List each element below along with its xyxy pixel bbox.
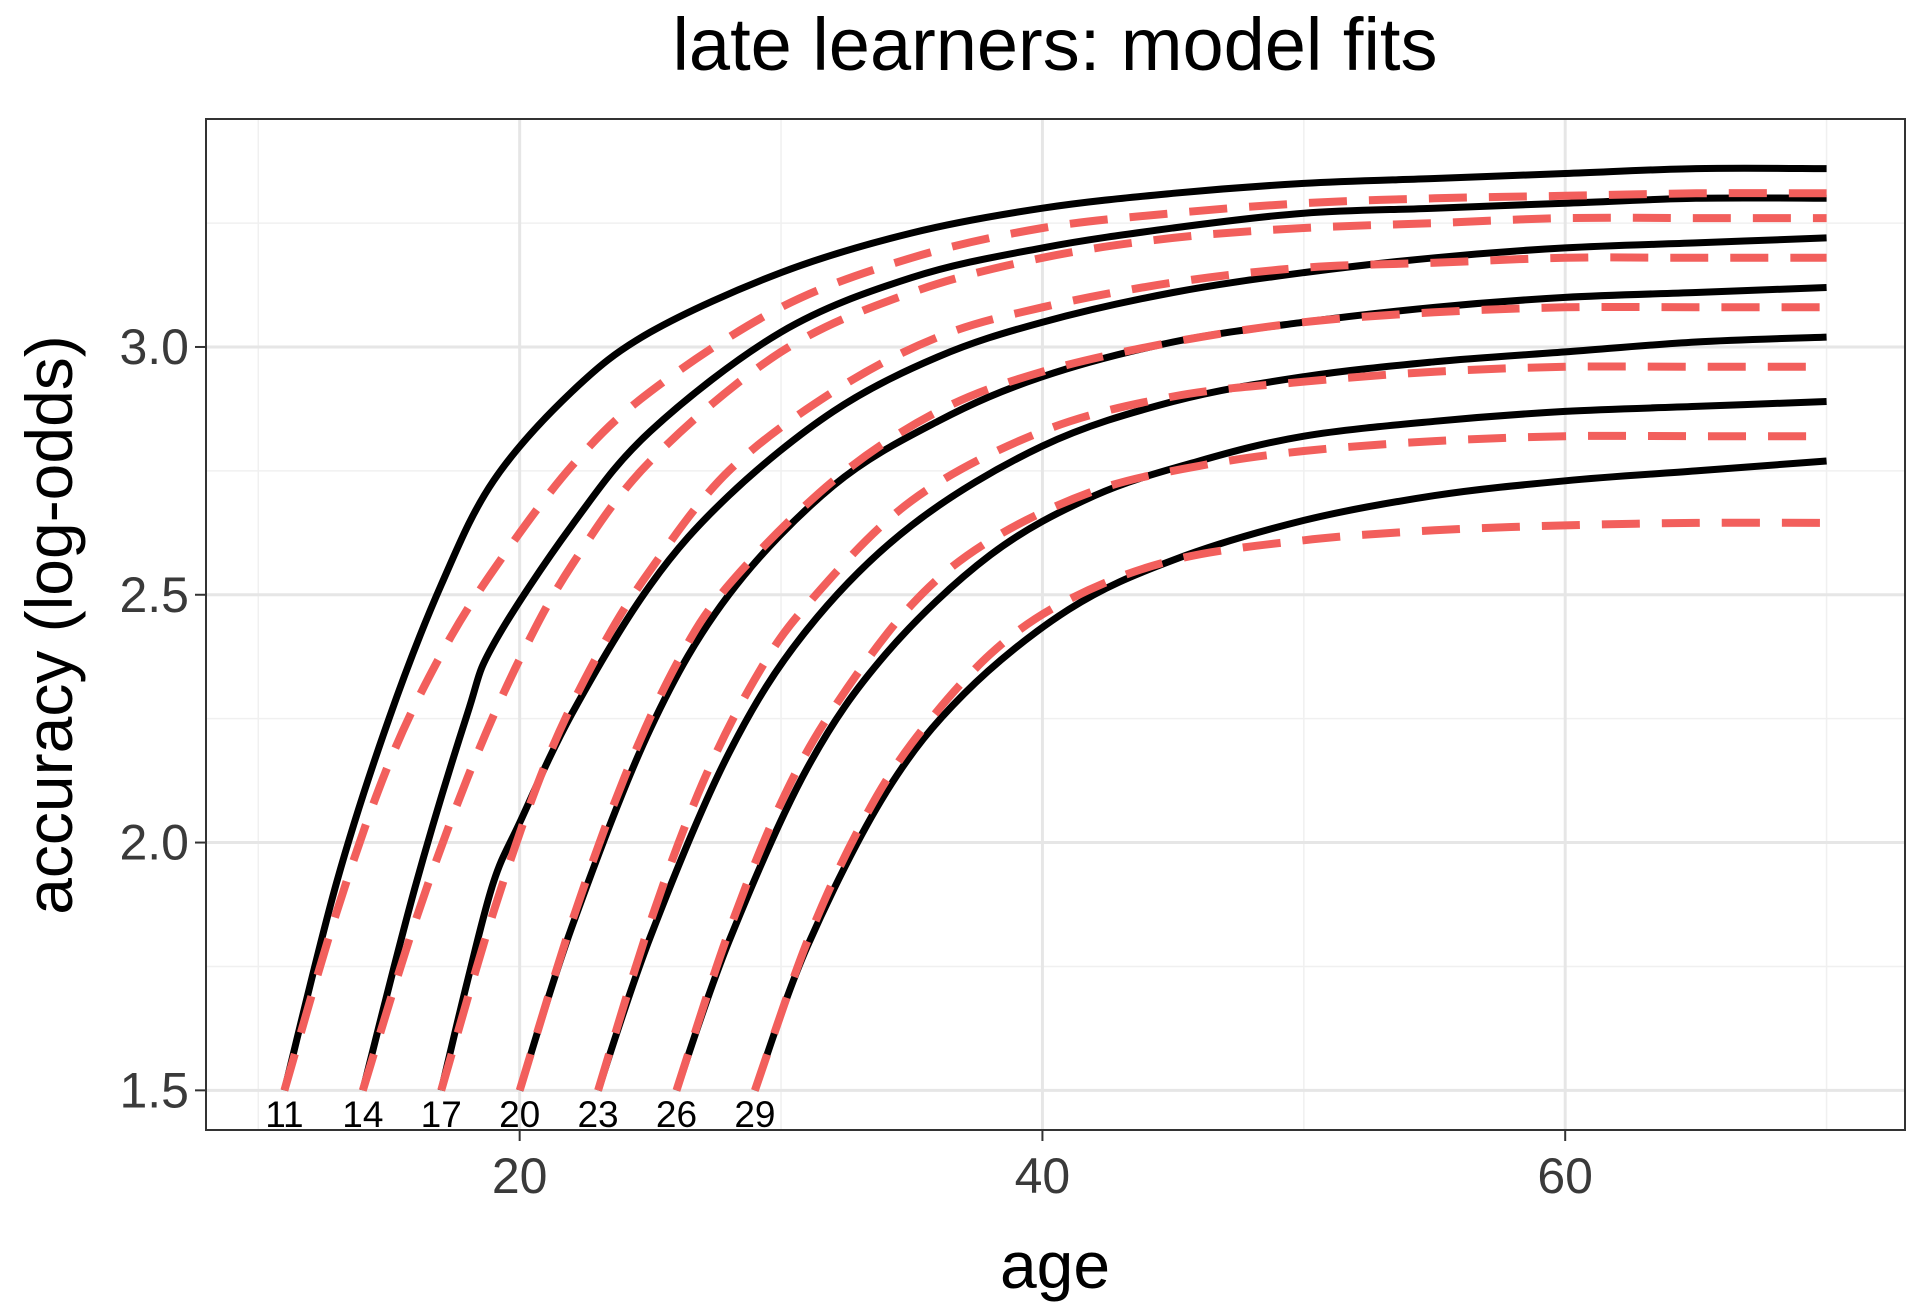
solid-fit-line-11 <box>281 164 1827 1092</box>
start-age-labels: 11 14 17 20 23 26 29 <box>265 1094 775 1135</box>
x-tick-label: 40 <box>1015 1148 1071 1204</box>
dashed-fit-line-20 <box>515 302 1827 1092</box>
y-axis-ticks: 1.5 2.0 2.5 3.0 <box>119 319 206 1118</box>
plot-border <box>205 118 1906 1131</box>
y-tick-label: 2.5 <box>119 567 189 623</box>
x-axis-ticks: 20 40 60 <box>492 1130 1593 1204</box>
dashed-fit-line-23 <box>594 362 1827 1092</box>
dashed-fit-line-17 <box>437 253 1827 1092</box>
solid-fit-line-20 <box>516 284 1827 1092</box>
start-age-label: 14 <box>342 1094 383 1135</box>
solid-fit-line-17 <box>437 234 1827 1092</box>
solid-fit-line-23 <box>594 333 1827 1092</box>
start-age-label: 29 <box>734 1094 775 1135</box>
dashed-fit-line-11 <box>280 189 1827 1092</box>
y-tick-label: 3.0 <box>119 319 189 375</box>
series-layer <box>280 164 1827 1092</box>
start-age-label: 11 <box>265 1094 303 1135</box>
x-tick-label: 60 <box>1537 1148 1593 1204</box>
y-tick-label: 2.0 <box>119 815 189 871</box>
start-age-label: 23 <box>577 1094 618 1135</box>
chart-title: late learners: model fits <box>672 3 1437 86</box>
y-tick-label: 1.5 <box>119 1062 189 1118</box>
solid-fit-line-14 <box>359 194 1827 1092</box>
x-axis-title: age <box>1000 1228 1110 1302</box>
y-axis-title: accuracy (log-odds) <box>12 335 86 915</box>
solid-fit-line-29 <box>751 457 1827 1092</box>
start-age-label: 26 <box>656 1094 697 1135</box>
dashed-fit-line-14 <box>358 213 1827 1092</box>
x-tick-label: 20 <box>492 1148 548 1204</box>
dashed-fit-line-26 <box>672 431 1827 1092</box>
start-age-label: 17 <box>421 1094 462 1135</box>
plot-background <box>206 119 1905 1130</box>
dashed-fit-line-29 <box>751 518 1827 1092</box>
start-age-label: 20 <box>499 1094 540 1135</box>
